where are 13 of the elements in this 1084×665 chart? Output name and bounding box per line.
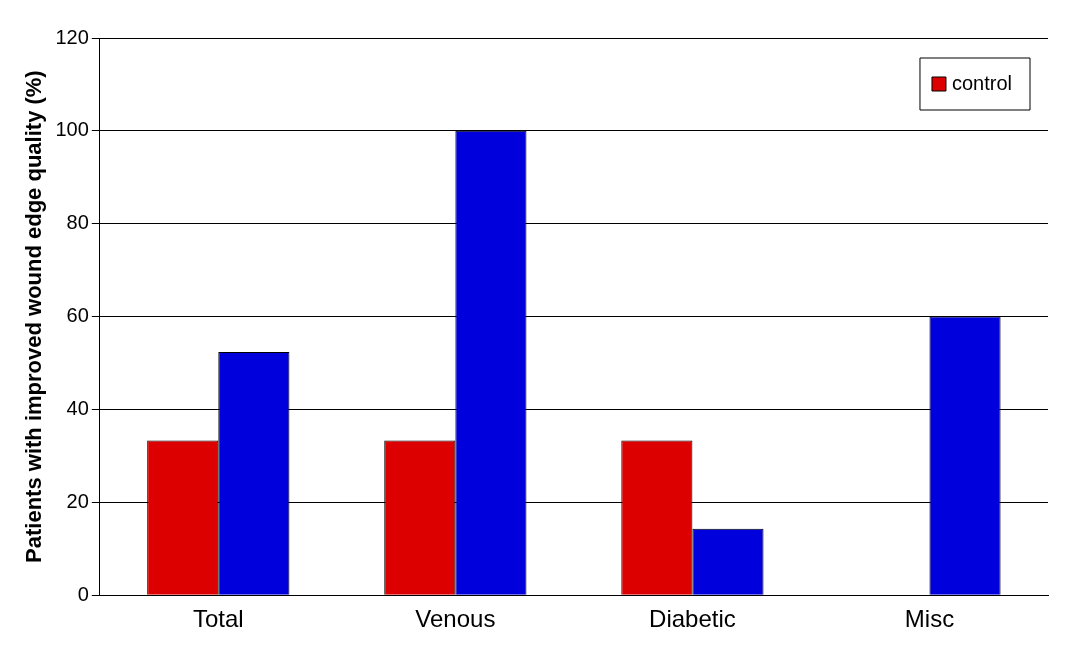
x-tick-label: Venous bbox=[415, 605, 496, 633]
x-tick-label: Misc bbox=[904, 605, 955, 633]
y-tick-label: 100 bbox=[55, 118, 89, 141]
x-tick-label: Total bbox=[192, 605, 244, 633]
x-tick-label: Diabetic bbox=[649, 605, 736, 633]
y-tick-label: 40 bbox=[66, 396, 89, 419]
y-tick-label: 80 bbox=[66, 211, 89, 234]
y-tick-label: 20 bbox=[66, 489, 89, 512]
y-tick-label: 60 bbox=[66, 304, 89, 327]
y-tick-label: 0 bbox=[77, 582, 89, 605]
legend-label: control bbox=[951, 71, 1012, 94]
y-tick-label: 120 bbox=[55, 25, 89, 48]
y-axis-title: Patients with improved wound edge quality (%) bbox=[21, 70, 47, 563]
